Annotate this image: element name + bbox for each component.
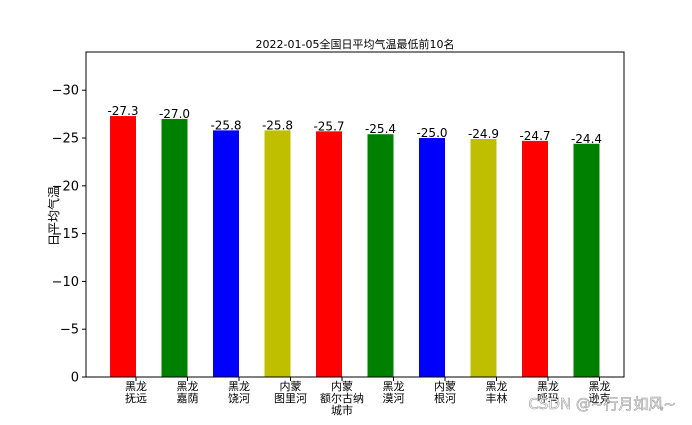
x-category-label: 漠河: [383, 392, 405, 405]
x-category-label: 黑龙: [228, 380, 250, 393]
x-category-label: 黑龙: [486, 380, 508, 393]
data-label: -25.4: [365, 122, 396, 136]
x-category-label: 逊克: [589, 392, 611, 405]
x-category-label: 黑龙: [125, 380, 147, 393]
y-tick-label: −30: [52, 84, 79, 99]
data-label: -27.0: [159, 107, 190, 121]
bar: [470, 138, 497, 377]
bar: [213, 130, 239, 377]
bar: [161, 118, 188, 377]
bar: [110, 116, 136, 377]
y-tick-label: −10: [52, 275, 79, 290]
x-category-label: 抚远: [125, 391, 147, 405]
watermark-text: CSDN @~行月如风~: [528, 395, 676, 413]
chart-title: 2022-01-05全国日平均气温最低前10名: [256, 37, 455, 51]
x-category-label: 内蒙: [434, 379, 456, 393]
x-category-label: 额尔古纳: [320, 392, 364, 405]
bars-group: [110, 116, 600, 377]
bar: [264, 130, 291, 377]
x-category-label: 饶河: [228, 392, 250, 405]
x-category-label: 呼玛: [537, 392, 559, 405]
x-category-label: 丰林: [486, 391, 508, 405]
x-category-label: 黑龙: [589, 380, 611, 393]
x-category-label: 城市: [331, 403, 353, 417]
y-axis-ticks: 0 −5 −10 −15 −20 −25 −30: [52, 84, 86, 386]
data-label: -25.0: [416, 126, 447, 140]
y-axis-label: 日平均气温: [46, 186, 61, 246]
data-label: -24.4: [571, 132, 602, 146]
y-tick-label: −5: [60, 323, 79, 338]
plot-area-frame: [85, 51, 625, 378]
bar: [367, 134, 394, 377]
x-category-label: 黑龙: [177, 380, 199, 393]
data-label: -25.8: [210, 118, 241, 132]
x-axis-category-labels: 黑龙抚远黑龙嘉荫黑龙饶河内蒙图里河内蒙额尔古纳城市黑龙漠河内蒙根河黑龙丰林黑龙呼…: [125, 377, 611, 417]
y-tick-label: −25: [52, 132, 79, 147]
data-labels-group: -27.3 -27.0 -25.8 -25.8 -25.7 -25.4 -25.0 -24.9…: [107, 104, 602, 146]
data-label: -25.8: [262, 118, 293, 132]
data-label: -25.7: [313, 119, 344, 133]
bar: [573, 143, 600, 377]
x-category-label: 图里河: [274, 392, 307, 405]
x-category-label: 根河: [434, 391, 456, 405]
x-category-label: 嘉荫: [177, 391, 199, 405]
x-category-label: 黑龙: [383, 380, 405, 393]
bar: [316, 131, 342, 377]
y-tick-label: 0: [71, 371, 79, 386]
data-label: -27.3: [107, 104, 138, 118]
data-label: -24.9: [468, 127, 499, 141]
y-tick-label: −20: [52, 179, 79, 194]
bar: [522, 140, 548, 377]
bar: [419, 138, 445, 377]
y-tick-label: −15: [52, 227, 79, 242]
x-category-label: 内蒙: [280, 379, 302, 393]
data-label: -24.7: [519, 129, 550, 143]
x-category-label: 黑龙: [537, 380, 559, 393]
x-category-label: 内蒙: [331, 379, 353, 393]
